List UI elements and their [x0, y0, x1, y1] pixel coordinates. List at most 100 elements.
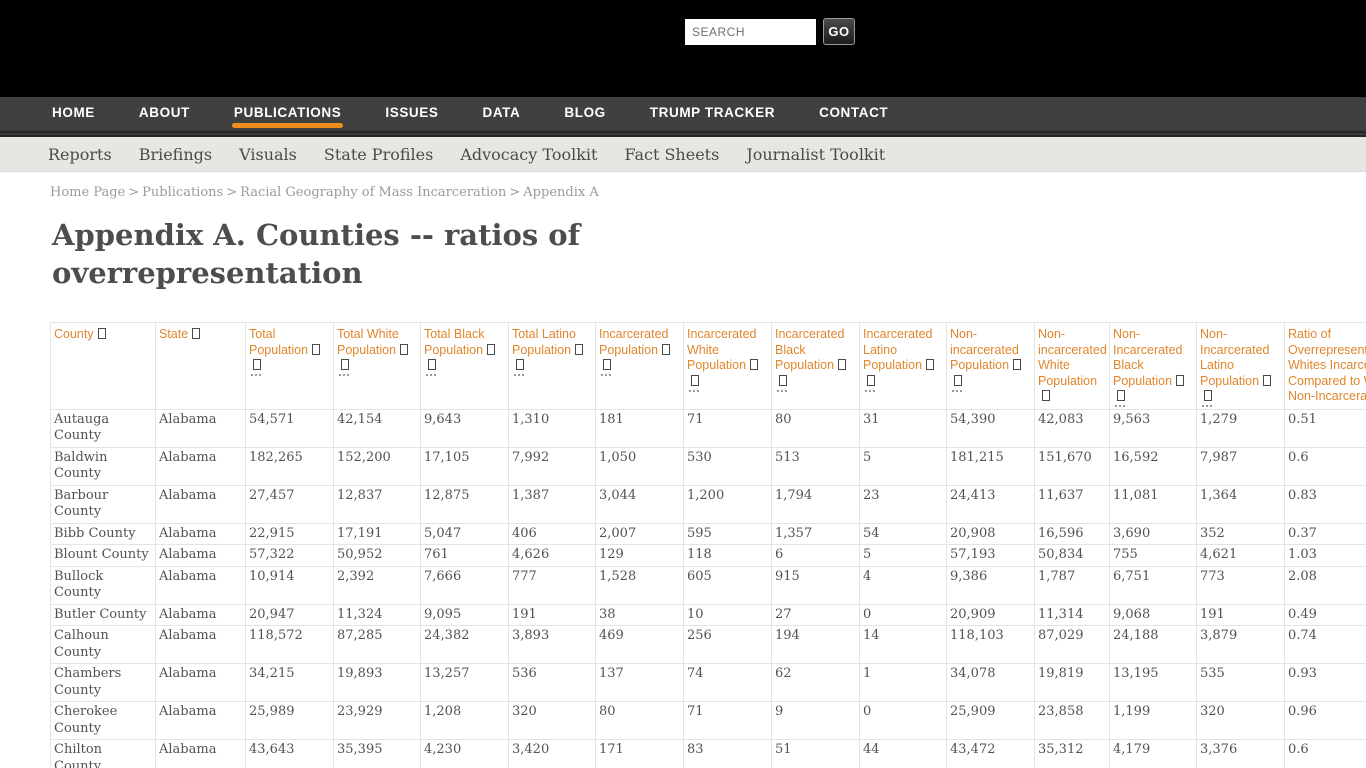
subnav-item-briefings[interactable]: Briefings	[138, 144, 213, 164]
county-cell: Calhoun County	[50, 625, 156, 664]
sort-glyph-icon[interactable]	[1117, 390, 1125, 401]
sort-glyph-icon[interactable]	[750, 359, 759, 370]
column-header-label: Incarcerated Population	[599, 327, 669, 357]
value-cell: 12,875	[420, 484, 509, 524]
subnav-item-reports[interactable]: Reports	[48, 144, 112, 164]
column-header-label: Total Population	[249, 327, 309, 357]
column-header[interactable]: Incarcerated White Population	[683, 322, 772, 410]
column-header[interactable]: Incarcerated Population	[595, 322, 684, 410]
value-cell: 118	[683, 544, 772, 567]
sort-glyph-dotted-wrap[interactable]	[514, 358, 524, 376]
sort-glyph-icon[interactable]	[516, 359, 524, 370]
sort-glyph-icon[interactable]	[312, 343, 321, 355]
subnav-item-journalist-toolkit[interactable]: Journalist Toolkit	[746, 144, 886, 164]
value-cell: 181	[595, 408, 684, 448]
value-cell: 11,314	[1034, 603, 1110, 626]
column-header[interactable]: Total Black Population	[420, 322, 509, 410]
nav-item-blog[interactable]: BLOG	[564, 104, 606, 120]
value-cell: 80	[771, 408, 860, 448]
sort-glyph-icon[interactable]	[1013, 359, 1022, 370]
sort-glyph-dotted-wrap[interactable]	[689, 373, 699, 392]
nav-item-trump-tracker[interactable]: TRUMP TRACKER	[649, 104, 776, 120]
sort-glyph-icon[interactable]	[603, 359, 611, 370]
column-header[interactable]: Non-Incarcerated Black Population	[1109, 322, 1197, 410]
column-header[interactable]: Ratio of Overrepresentation of Whites In…	[1284, 322, 1366, 410]
sort-glyph-icon[interactable]	[1204, 390, 1212, 401]
sort-glyph-icon[interactable]	[253, 359, 261, 370]
value-cell: 27,457	[245, 484, 334, 524]
subnav-item-state-profiles[interactable]: State Profiles	[323, 144, 434, 164]
sort-glyph-icon[interactable]	[954, 374, 962, 386]
nav-item-data[interactable]: DATA	[482, 104, 521, 120]
nav-item-about[interactable]: ABOUT	[138, 104, 190, 120]
value-cell: 54,390	[946, 408, 1035, 448]
value-cell: 5	[859, 544, 947, 567]
search-go-button[interactable]: GO	[823, 18, 855, 45]
column-header[interactable]: Incarcerated Black Population	[771, 322, 860, 410]
nav-item-publications[interactable]: PUBLICATIONS	[231, 99, 344, 128]
sort-glyph-dotted-wrap[interactable]	[777, 373, 787, 392]
subnav-item-visuals[interactable]: Visuals	[239, 144, 297, 164]
value-cell: 2,007	[595, 522, 684, 545]
counties-table: County State Total Population Total White P…	[50, 322, 1366, 768]
value-cell: 9,643	[420, 408, 509, 448]
value-cell: 5,047	[420, 522, 509, 545]
sort-glyph-icon[interactable]	[341, 359, 349, 370]
sort-glyph-icon[interactable]	[1176, 374, 1185, 386]
value-cell: 9,563	[1109, 408, 1197, 448]
sort-glyph-icon[interactable]	[779, 374, 787, 386]
value-cell: 469	[595, 625, 684, 664]
sort-glyph-dotted-wrap[interactable]	[339, 358, 349, 376]
nav-item-home[interactable]: HOME	[52, 104, 95, 120]
sort-glyph-icon[interactable]	[487, 343, 496, 355]
sort-glyph-icon[interactable]	[192, 328, 201, 339]
column-header[interactable]: County	[50, 322, 156, 410]
column-header[interactable]: Non-Incarcerated Latino Population	[1196, 322, 1285, 410]
sort-glyph-icon[interactable]	[1263, 374, 1272, 386]
table-body: Autauga County Alabama 54,571 42,154 9,643 1,…	[50, 408, 1366, 768]
sub-nav: Reports Briefings Visuals State Profiles…	[0, 137, 1366, 172]
sort-glyph-icon[interactable]	[926, 359, 935, 370]
subnav-item-fact-sheets[interactable]: Fact Sheets	[624, 144, 720, 164]
value-cell: 20,908	[946, 522, 1035, 545]
table-row: Cherokee County Alabama 25,989 23,929 1,208 3…	[50, 701, 1366, 740]
sort-glyph-dotted-wrap[interactable]	[601, 358, 611, 376]
sort-glyph-icon[interactable]	[1042, 390, 1050, 401]
column-header[interactable]: Non-incarcerated White Population	[1034, 322, 1110, 410]
sort-glyph-icon[interactable]	[867, 374, 875, 386]
breadcrumb-item[interactable]: Publications	[142, 185, 224, 200]
sort-glyph-icon[interactable]	[400, 343, 409, 355]
sort-glyph-icon[interactable]	[97, 328, 106, 339]
column-header[interactable]: State	[155, 322, 246, 410]
sort-glyph-dotted-wrap[interactable]	[1115, 389, 1125, 407]
sort-glyph-icon[interactable]	[838, 359, 847, 370]
county-cell: Bullock County	[50, 565, 156, 605]
column-header[interactable]: Total White Population	[333, 322, 421, 410]
nav-item-issues[interactable]: ISSUES	[385, 104, 439, 120]
sort-glyph-dotted-wrap[interactable]	[1202, 389, 1212, 407]
sort-glyph-icon[interactable]	[691, 374, 699, 386]
search-input[interactable]	[685, 18, 816, 45]
value-cell: 0.49	[1284, 603, 1366, 626]
sort-glyph-dotted-wrap[interactable]	[865, 373, 875, 392]
sort-glyph-dotted-wrap[interactable]	[952, 373, 962, 392]
sort-glyph-icon[interactable]	[575, 343, 584, 355]
column-header[interactable]: Total Population	[245, 322, 334, 410]
value-cell: 1,199	[1109, 701, 1197, 740]
value-cell: 14	[859, 625, 947, 664]
nav-item-contact[interactable]: CONTACT	[819, 104, 889, 120]
sort-glyph-icon[interactable]	[662, 343, 671, 355]
column-header[interactable]: Non-incarcerated Population	[946, 322, 1035, 410]
value-cell: 31	[859, 408, 947, 448]
column-header[interactable]: Incarcerated Latino Population	[859, 322, 947, 410]
sort-glyph-dotted-wrap[interactable]	[251, 358, 261, 376]
sort-glyph-dotted-wrap[interactable]	[426, 358, 436, 376]
column-header[interactable]: Total Latino Population	[508, 322, 596, 410]
value-cell: 194	[771, 625, 860, 664]
subnav-item-advocacy-toolkit[interactable]: Advocacy Toolkit	[460, 144, 598, 164]
sort-glyph-icon[interactable]	[428, 359, 436, 370]
breadcrumb-item[interactable]: Racial Geography of Mass Incarceration	[240, 185, 507, 200]
value-cell: 4,179	[1109, 739, 1197, 768]
value-cell: 536	[508, 663, 596, 702]
breadcrumb-item[interactable]: Home Page	[50, 185, 126, 200]
